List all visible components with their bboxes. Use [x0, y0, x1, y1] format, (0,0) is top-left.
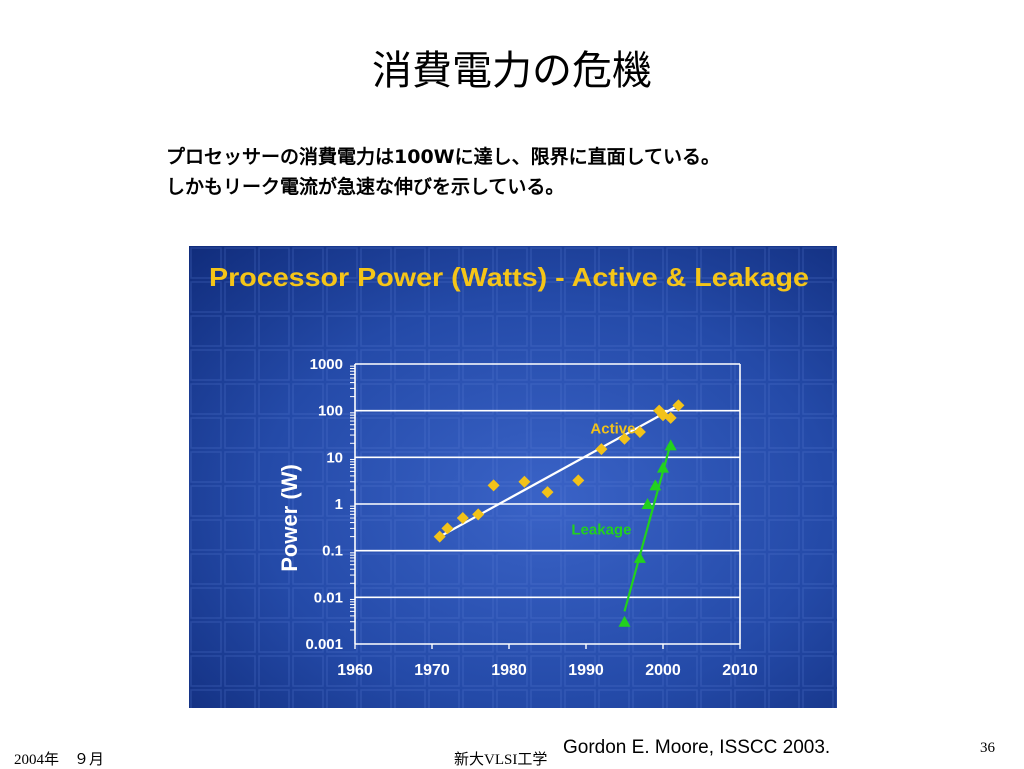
y-tick-label: 10: [326, 449, 343, 466]
active-data-point: [541, 486, 554, 499]
active-data-point: [487, 479, 500, 492]
x-tick-label: 1960: [337, 662, 373, 679]
slide-subtitle: プロセッサーの消費電力は100Wに達し、限界に直面している。 しかもリーク電流が…: [166, 142, 720, 202]
chart-title: Processor Power (Watts) - Active & Leaka…: [209, 262, 809, 292]
active-data-point: [441, 522, 454, 535]
leakage-series-label: Leakage: [571, 522, 631, 539]
active-data-point: [433, 530, 446, 543]
y-tick-label: 0.1: [322, 543, 343, 560]
leakage-data-point: [641, 498, 654, 509]
active-data-point: [672, 399, 685, 412]
active-data-point: [572, 474, 585, 487]
x-tick-label: 1970: [414, 662, 450, 679]
wafer-pattern: [189, 246, 837, 708]
active-data-point: [472, 508, 485, 521]
leakage-data-point: [657, 461, 669, 473]
x-tick-label: 1990: [568, 662, 604, 679]
footer-date: 2004年 ９月: [14, 752, 105, 768]
leakage-data-point: [664, 439, 677, 451]
y-tick-label: 0.01: [314, 589, 343, 606]
y-tick-label: 1: [335, 496, 343, 513]
active-series-label: Active: [590, 420, 635, 437]
source-citation: Gordon E. Moore, ISSCC 2003.: [563, 737, 831, 758]
slide-title: 消費電力の危機: [372, 48, 652, 94]
active-data-point: [657, 409, 669, 422]
subtitle-line-2: しかもリーク電流が急速な伸びを示している。: [166, 176, 565, 198]
active-data-point: [653, 404, 666, 417]
x-tick-label: 1980: [491, 662, 527, 679]
power-chart: Processor Power (Watts) - Active & Leaka…: [189, 246, 837, 708]
y-tick-label: 1000: [310, 356, 343, 373]
x-tick-label: 2010: [722, 662, 758, 679]
page-number: 36: [980, 740, 995, 756]
y-tick-label: 100: [318, 403, 343, 420]
leakage-data-point: [649, 479, 662, 491]
x-tick-label: 2000: [645, 662, 681, 679]
active-data-point: [618, 432, 631, 445]
y-axis-label: Power (W): [277, 464, 302, 572]
leakage-data-point: [633, 551, 646, 563]
active-data-point: [518, 475, 531, 488]
leakage-data-point: [618, 615, 631, 627]
subtitle-line-1: プロセッサーの消費電力は100Wに達し、限界に直面している。: [166, 146, 721, 168]
chart-svg: Processor Power (Watts) - Active & Leaka…: [189, 246, 837, 708]
plot-area: 0.001 0.01 0.1 1 10 100 1000 1960 1970 1980 1990 20…: [305, 356, 757, 679]
active-data-point: [664, 411, 677, 424]
active-data-point: [633, 425, 646, 438]
y-tick-label: 0.001: [305, 636, 343, 653]
active-data-point: [595, 443, 608, 456]
active-data-point: [456, 512, 469, 525]
footer-course: 新大VLSI工学: [454, 752, 548, 768]
